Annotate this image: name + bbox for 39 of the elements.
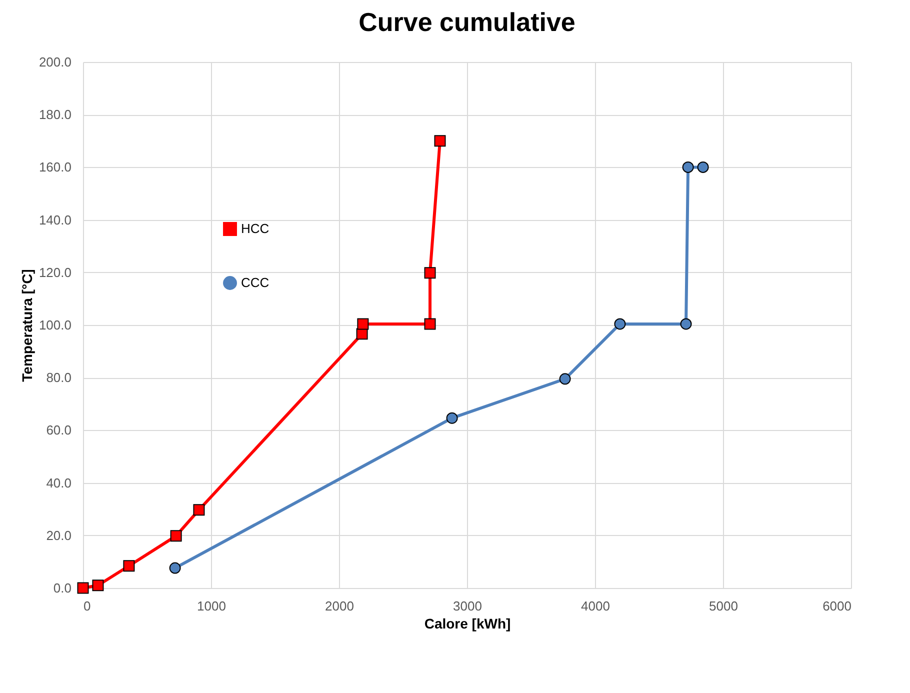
- x-tick-label: 6000: [822, 598, 852, 614]
- x-tick-label: 5000: [709, 598, 738, 614]
- point: [77, 582, 89, 594]
- legend-label: CCC: [241, 275, 270, 290]
- x-tick-label: 0: [84, 598, 91, 614]
- point: [123, 560, 135, 572]
- point: [680, 318, 692, 330]
- point: [446, 412, 458, 424]
- point: [193, 504, 205, 516]
- x-tick-label: 3000: [453, 598, 482, 614]
- legend-label: HCC: [241, 221, 270, 236]
- point: [357, 318, 369, 330]
- x-tick-label: 4000: [581, 598, 610, 614]
- point: [682, 161, 694, 173]
- point: [697, 161, 709, 173]
- y-tick-label: 80.0: [46, 370, 72, 386]
- y-tick-label: 0.0: [53, 580, 72, 596]
- x-axis-title: Calore [kWh]: [424, 616, 511, 632]
- y-tick-label: 60.0: [46, 422, 72, 438]
- y-tick-label: 200.0: [38, 54, 72, 70]
- y-tick-label: 20.0: [46, 528, 72, 543]
- point: [424, 267, 436, 279]
- x-tick-label: 1000: [197, 598, 226, 614]
- point: [169, 562, 181, 574]
- y-tick-label: 140.0: [38, 212, 72, 228]
- point: [559, 373, 571, 385]
- y-tick-label: 120.0: [38, 264, 72, 280]
- point: [170, 530, 182, 542]
- point: [92, 580, 104, 592]
- point: [424, 318, 436, 330]
- y-tick-label: 100.0: [38, 318, 72, 332]
- point: [614, 318, 626, 330]
- x-tick-label: 2000: [325, 598, 354, 614]
- point: [434, 135, 446, 147]
- y-tick-label: 180.0: [38, 107, 72, 122]
- chart-title: Curve cumulative: [358, 7, 576, 37]
- y-axis-title: Temperatura [°C]: [18, 269, 35, 382]
- y-tick-label: 160.0: [38, 160, 72, 175]
- y-tick-label: 40.0: [46, 475, 72, 490]
